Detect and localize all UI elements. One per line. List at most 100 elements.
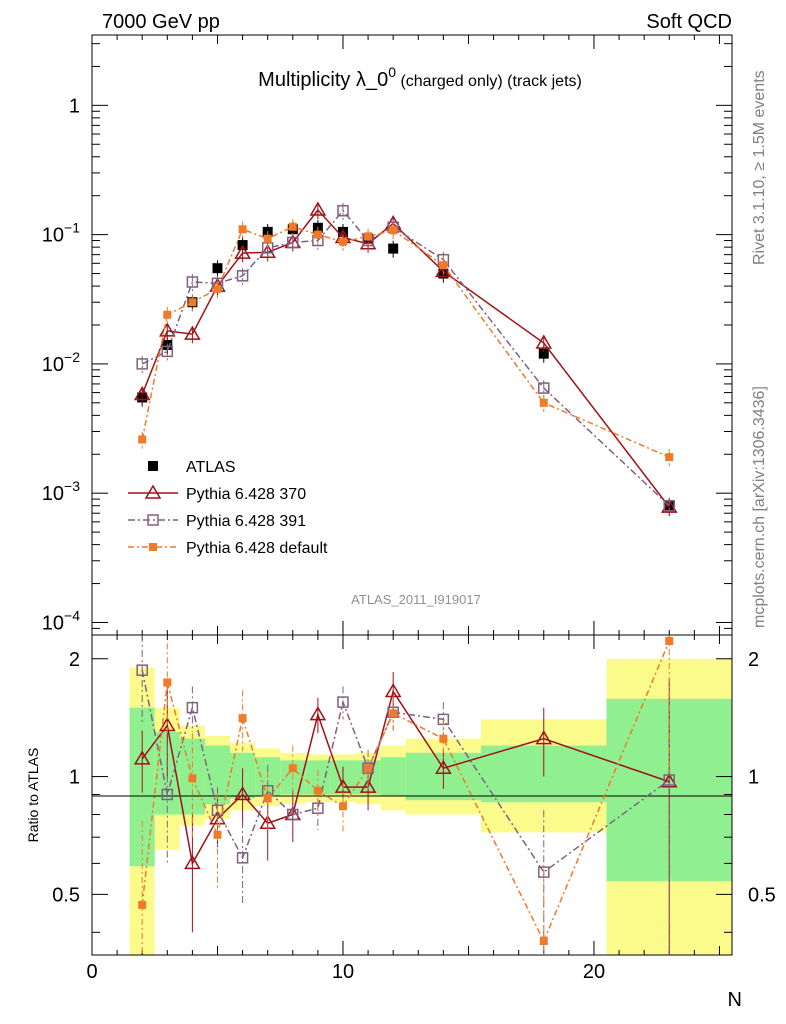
marker <box>138 435 147 444</box>
ratio-line <box>141 640 670 943</box>
marker <box>288 222 297 231</box>
marker <box>364 232 373 241</box>
marker <box>535 730 553 745</box>
legend-label: Pythia 6.428 370 <box>186 486 306 503</box>
marker <box>309 201 327 216</box>
marker <box>665 453 674 462</box>
marker <box>147 514 159 526</box>
mcplots-label: mcplots.cern.ch [arXiv:1306.3436] <box>751 386 768 628</box>
ratio-tick-label: 1 <box>69 767 80 789</box>
ratio-series <box>133 635 678 955</box>
marker <box>234 785 251 801</box>
header-right: Soft QCD <box>646 11 732 33</box>
marker <box>212 263 223 274</box>
ratio-axis-label: Ratio to ATLAS <box>25 748 41 843</box>
marker <box>136 664 148 676</box>
marker <box>234 244 251 259</box>
ratio-line <box>141 670 670 874</box>
marker <box>660 498 678 513</box>
marker <box>309 706 327 721</box>
ratio-series-3 <box>138 635 674 955</box>
ratio-tick-label: 2 <box>69 649 80 671</box>
marker <box>133 386 151 401</box>
legend-label: ATLAS <box>186 459 236 476</box>
watermark: ATLAS_2011_I919017 <box>351 592 481 607</box>
marker <box>539 937 548 946</box>
ratio-bands <box>129 658 732 955</box>
marker <box>186 276 199 288</box>
marker <box>133 750 151 765</box>
band-inner <box>380 757 406 797</box>
marker <box>161 345 174 358</box>
y-tick-label: 10−3 <box>42 478 80 505</box>
marker <box>236 852 249 864</box>
marker <box>388 243 399 254</box>
ratio-tick-label: 2 <box>748 649 759 671</box>
y-tick-label: 10−1 <box>42 220 80 247</box>
marker <box>435 262 452 278</box>
series-line <box>141 209 670 507</box>
marker <box>334 778 352 793</box>
marker <box>535 334 553 349</box>
marker <box>287 236 299 249</box>
marker <box>236 270 249 282</box>
rivet-label: Rivet 3.1.10, ≥ 1.5M events <box>751 70 768 265</box>
x-axis-label: N <box>728 989 742 1011</box>
series-line <box>141 225 670 458</box>
marker <box>261 242 274 254</box>
marker <box>539 398 548 407</box>
marker <box>163 310 172 319</box>
y-tick-label: 10−2 <box>42 349 80 376</box>
marker <box>213 830 222 839</box>
marker <box>663 499 676 512</box>
x-tick-label: 10 <box>332 961 354 983</box>
legend: ATLAS Pythia 6.428 370 Pythia 6.428 391 Pyt… <box>128 459 328 557</box>
marker <box>184 854 201 870</box>
marker <box>263 794 272 803</box>
marker <box>313 230 322 239</box>
marker <box>538 382 550 394</box>
y-tick-label: 10−4 <box>42 607 80 634</box>
marker <box>439 261 448 270</box>
legend-label: Pythia 6.428 391 <box>186 513 306 530</box>
main-series <box>133 201 678 517</box>
marker <box>184 325 201 340</box>
marker <box>359 778 377 793</box>
x-tick-label: 0 <box>86 961 97 983</box>
marker <box>158 322 176 337</box>
marker <box>538 348 549 359</box>
ratio-tick-label: 0.5 <box>748 884 776 906</box>
ratio-tick-label: 0.5 <box>52 884 80 906</box>
marker <box>138 900 147 909</box>
ratio-tick-label: 1 <box>748 767 759 789</box>
y-tick-label: 1 <box>69 95 80 117</box>
ratio-line <box>141 689 670 866</box>
marker <box>186 701 199 714</box>
marker <box>238 714 247 723</box>
marker <box>435 759 452 775</box>
marker <box>337 696 349 708</box>
marker <box>287 808 299 821</box>
marker <box>338 237 347 246</box>
marker <box>161 788 174 801</box>
marker <box>213 284 222 293</box>
marker <box>439 734 448 743</box>
marker <box>148 461 158 471</box>
marker <box>338 802 347 811</box>
marker <box>337 204 349 217</box>
marker <box>144 484 162 499</box>
marker <box>149 543 157 551</box>
marker <box>389 226 398 235</box>
series-3 <box>138 218 674 467</box>
marker <box>136 358 148 370</box>
marker <box>188 774 197 783</box>
series-line <box>141 208 670 508</box>
marker <box>313 786 322 795</box>
marker <box>263 234 272 243</box>
ratio-frame <box>91 634 733 956</box>
marker <box>188 298 197 307</box>
marker <box>665 637 674 646</box>
marker <box>238 225 247 234</box>
marker <box>663 774 676 786</box>
